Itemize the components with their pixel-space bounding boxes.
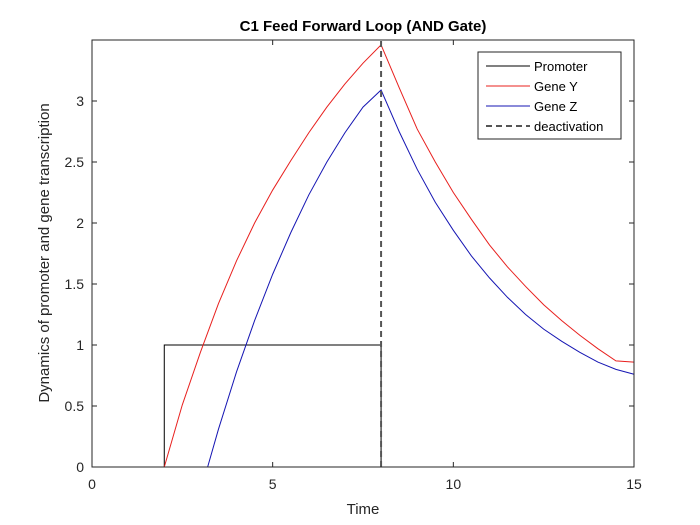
x-tick-label: 0: [88, 476, 96, 492]
legend-label-promoter: Promoter: [534, 59, 588, 74]
y-tick-label: 1: [76, 337, 84, 353]
y-tick-label: 2.5: [65, 154, 85, 170]
legend-entries: Promoter Gene Y Gene Z deactivation: [486, 59, 603, 134]
y-tick-label: 1.5: [65, 276, 85, 292]
x-tick-label: 15: [626, 476, 642, 492]
y-tick-label: 2: [76, 215, 84, 231]
y-tick-label: 3: [76, 93, 84, 109]
series-line-gene-z: [92, 89, 635, 468]
y-tick-label: 0: [76, 459, 84, 475]
y-ticks: 0 0.5 1 1.5 2 2.5 3: [65, 93, 634, 475]
series-line-gene-y: [92, 43, 635, 468]
legend-label-deactivation: deactivation: [534, 119, 603, 134]
legend: Promoter Gene Y Gene Z deactivation: [477, 51, 622, 140]
y-tick-label: 0.5: [65, 398, 85, 414]
x-ticks: 0 5 10 15: [88, 40, 642, 492]
legend-label-gene-y: Gene Y: [534, 79, 578, 94]
legend-label-gene-z: Gene Z: [534, 99, 577, 114]
x-tick-label: 10: [446, 476, 462, 492]
chart-title: C1 Feed Forward Loop (AND Gate): [240, 18, 487, 35]
x-tick-label: 5: [269, 476, 277, 492]
y-axis-label: Dynamics of promoter and gene transcript…: [36, 103, 53, 402]
axes-box: [91, 39, 635, 468]
x-axis-label: Time: [347, 501, 380, 518]
